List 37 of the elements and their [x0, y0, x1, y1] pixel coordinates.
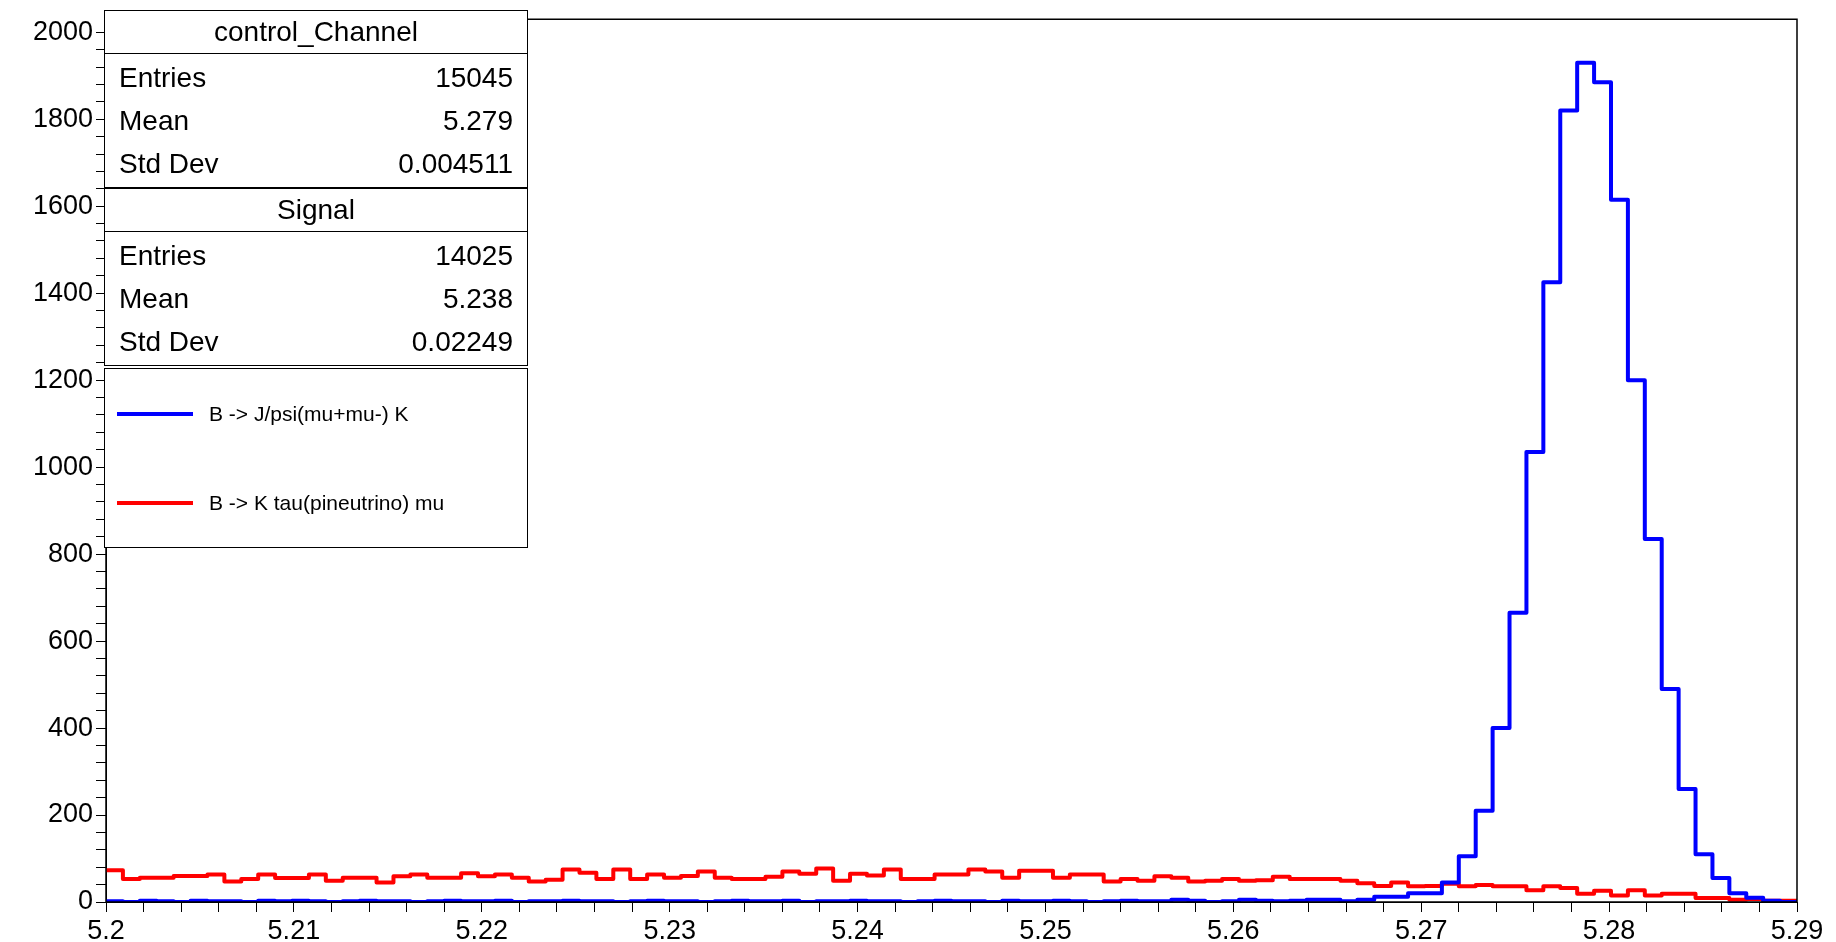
annotation: 5.238: [442, 282, 513, 316]
annotation: 14025: [435, 239, 513, 273]
x-tick-label: 5.28: [1582, 914, 1636, 942]
y-tick-label: 1600: [32, 189, 93, 220]
y-tick-label: 600: [47, 624, 93, 655]
y-tick-label: 0: [77, 885, 93, 916]
y-tick-label: 2000: [32, 15, 93, 46]
x-tick-label: 5.24: [831, 914, 884, 942]
legend-label: B -> J/psi(mu+mu-) K: [209, 401, 409, 426]
y-tick-label: 1800: [32, 102, 93, 133]
annotation: Std Dev: [119, 325, 219, 359]
annotation: Entries: [119, 61, 207, 95]
x-tick-label: 5.25: [1019, 914, 1072, 942]
annotation: Entries: [119, 239, 207, 273]
y-tick-label: 200: [47, 798, 93, 829]
annotation: Mean: [119, 104, 190, 138]
annotation: control_Channel: [104, 10, 528, 53]
x-tick-label: 5.2: [87, 914, 125, 942]
x-tick-label: 5.26: [1207, 914, 1260, 942]
annotation: Signal: [104, 188, 528, 231]
legend-label: B -> K tau(pineutrino) mu: [209, 490, 445, 515]
x-tick-label: 5.29: [1770, 914, 1824, 942]
y-tick-label: 1400: [32, 276, 93, 307]
x-tick-label: 5.23: [643, 914, 696, 942]
annotation: Std Dev: [119, 147, 219, 181]
y-tick-label: 400: [47, 711, 93, 742]
annotation: Mean: [119, 282, 190, 316]
annotation: 0.02249: [411, 325, 513, 359]
y-tick-label: 1200: [32, 363, 93, 394]
x-tick-label: 5.22: [455, 914, 509, 942]
x-tick-label: 5.21: [267, 914, 321, 942]
y-tick-label: 1000: [32, 450, 93, 481]
y-tick-label: 800: [47, 537, 93, 568]
annotation: 15045: [435, 61, 513, 95]
annotation: 5.279: [442, 104, 513, 138]
x-tick-label: 5.27: [1394, 914, 1448, 942]
annotation: 0.004511: [398, 147, 513, 181]
